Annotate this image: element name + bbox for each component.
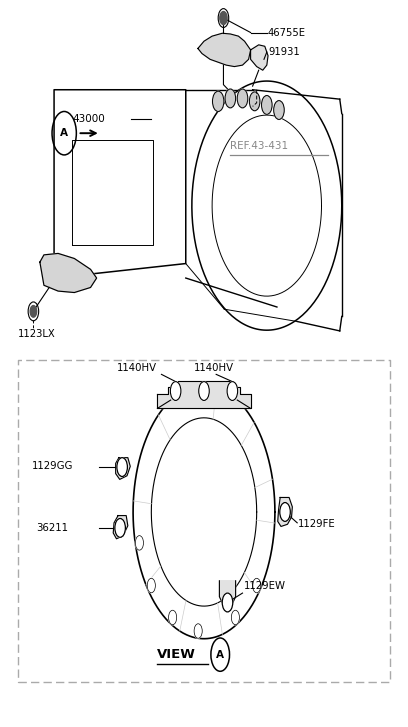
Circle shape: [115, 518, 125, 537]
Circle shape: [237, 89, 248, 108]
Circle shape: [30, 305, 37, 317]
Text: A: A: [60, 128, 68, 138]
Polygon shape: [278, 497, 293, 526]
Circle shape: [220, 12, 227, 25]
Text: REF.43-431: REF.43-431: [231, 141, 288, 151]
Polygon shape: [113, 515, 128, 539]
Text: 1123LX: 1123LX: [18, 329, 55, 339]
Circle shape: [253, 578, 261, 593]
Circle shape: [231, 610, 239, 624]
Polygon shape: [115, 458, 130, 479]
Text: 1140HV: 1140HV: [194, 363, 234, 373]
Circle shape: [117, 458, 127, 476]
Circle shape: [169, 610, 177, 624]
Text: VIEW: VIEW: [157, 648, 196, 661]
Polygon shape: [220, 581, 235, 606]
Text: 1140HV: 1140HV: [117, 363, 157, 373]
Polygon shape: [251, 45, 268, 71]
Circle shape: [222, 593, 233, 612]
Text: 46755E: 46755E: [268, 28, 306, 38]
Text: 1129EW: 1129EW: [244, 581, 286, 591]
Circle shape: [135, 536, 144, 550]
Text: 91931: 91931: [268, 47, 300, 57]
Circle shape: [225, 89, 235, 108]
Text: 36211: 36211: [36, 523, 68, 533]
Text: 1129FE: 1129FE: [298, 519, 336, 529]
Circle shape: [199, 382, 209, 401]
Text: A: A: [216, 650, 224, 659]
Circle shape: [147, 578, 155, 593]
Circle shape: [274, 100, 284, 119]
Polygon shape: [198, 33, 251, 67]
Text: 43000: 43000: [72, 113, 105, 124]
Text: 1129GG: 1129GG: [32, 462, 73, 471]
Circle shape: [213, 91, 224, 111]
Circle shape: [227, 382, 237, 401]
Circle shape: [171, 382, 181, 401]
Polygon shape: [157, 381, 251, 409]
Circle shape: [262, 95, 272, 114]
Circle shape: [280, 502, 290, 521]
Circle shape: [194, 624, 202, 638]
Polygon shape: [40, 254, 97, 292]
Circle shape: [249, 92, 260, 111]
